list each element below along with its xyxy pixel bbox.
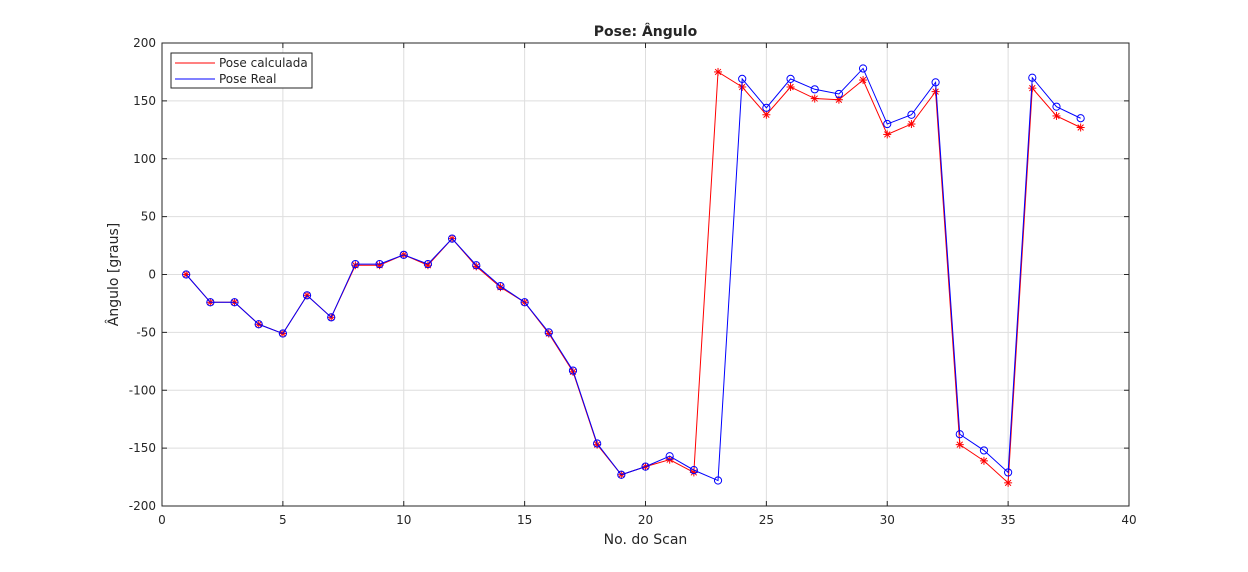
circle-marker [182, 270, 191, 279]
asterisk-marker [883, 130, 892, 139]
legend-item: Pose Real [175, 72, 276, 86]
circle-marker [979, 446, 989, 455]
x-tick-label: 15 [517, 513, 532, 527]
circle-marker [641, 462, 650, 471]
circle-marker [1004, 468, 1013, 477]
circle-marker [302, 291, 312, 300]
circle-marker [907, 110, 916, 119]
circle-marker [568, 366, 578, 375]
y-tick-label: -150 [129, 441, 156, 455]
circle-marker [496, 281, 505, 291]
x-tick-label: 25 [759, 513, 774, 527]
circle-marker [520, 298, 529, 307]
circle-marker [423, 259, 433, 269]
asterisk-marker [859, 76, 868, 85]
circle-marker [544, 328, 553, 337]
circle-marker [713, 476, 723, 485]
asterisk-marker [979, 456, 988, 465]
circle-marker [472, 261, 481, 270]
circle-marker [1052, 102, 1061, 111]
asterisk-marker [1052, 111, 1061, 120]
asterisk-marker [834, 95, 843, 104]
x-tick-label: 5 [279, 513, 287, 527]
circle-marker [254, 320, 263, 329]
legend-item: Pose calculada [175, 56, 308, 70]
circle-marker [665, 452, 674, 461]
circle-marker [834, 89, 844, 99]
x-tick-label: 10 [396, 513, 411, 527]
axis-ticks: 0 5 10 15 20 25 30 35 40 -200 -150 -100 -50 0 50 100 150… [129, 36, 1137, 527]
circle-marker [762, 103, 771, 112]
circle-marker [883, 119, 892, 129]
y-tick-label: 150 [133, 94, 156, 108]
legend-label: Pose calculada [219, 56, 308, 70]
x-tick-label: 35 [1000, 513, 1015, 527]
circle-marker [327, 313, 336, 322]
circle-marker [858, 64, 868, 73]
y-tick-label: 0 [148, 268, 156, 282]
x-axis-label: No. do Scan [604, 532, 688, 548]
asterisk-marker [714, 67, 723, 76]
circle-marker [375, 259, 384, 269]
circle-marker [617, 470, 626, 479]
circle-marker [593, 439, 602, 448]
circle-marker [810, 85, 819, 94]
asterisk-marker [1004, 478, 1013, 487]
x-tick-label: 30 [880, 513, 895, 527]
circle-marker [448, 234, 457, 243]
chart-title: Pose: Ângulo [594, 23, 698, 40]
circle-marker [206, 298, 215, 307]
circle-marker [1076, 114, 1085, 123]
circle-marker [278, 329, 287, 338]
circle-marker [931, 78, 940, 87]
circle-marker [1028, 73, 1037, 82]
y-tick-label: 50 [141, 210, 156, 224]
legend-label: Pose Real [219, 72, 276, 86]
series-2 [182, 64, 1085, 485]
circle-marker [230, 298, 239, 307]
y-tick-label: -50 [136, 325, 156, 339]
circle-marker [738, 74, 747, 83]
legend: Pose calculada Pose Real [170, 52, 313, 89]
circle-marker [399, 250, 408, 259]
y-tick-label: -200 [129, 499, 156, 513]
x-tick-label: 20 [638, 513, 653, 527]
series-line [185, 67, 1081, 482]
series-layer [182, 64, 1085, 487]
legend-box [170, 52, 313, 89]
y-tick-label: -100 [129, 383, 156, 397]
asterisk-marker [810, 94, 819, 103]
y-tick-label: 100 [133, 152, 156, 166]
x-tick-label: 0 [158, 513, 166, 527]
circle-marker [786, 74, 795, 83]
circle-marker [351, 259, 360, 269]
x-tick-label: 40 [1121, 513, 1136, 527]
asterisk-marker [955, 440, 964, 449]
asterisk-marker [786, 82, 795, 91]
y-tick-label: 200 [133, 36, 156, 50]
circle-marker [689, 466, 698, 475]
asterisk-marker [1076, 123, 1085, 132]
asterisk-marker [762, 110, 771, 119]
y-axis-label: Ângulo [graus] [104, 223, 122, 326]
asterisk-marker [907, 120, 916, 129]
circle-marker [955, 430, 964, 439]
